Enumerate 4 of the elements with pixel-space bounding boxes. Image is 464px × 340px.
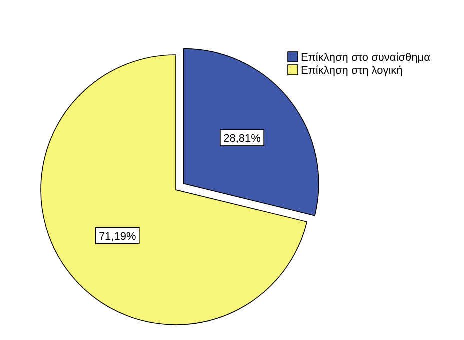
data-label: 71,19%: [98, 230, 136, 243]
data-label: 28,81%: [224, 132, 262, 145]
legend-label: Επίκληση στη λογική: [301, 65, 403, 77]
legend-label: Επίκληση στο συναίσθημα: [301, 52, 432, 64]
